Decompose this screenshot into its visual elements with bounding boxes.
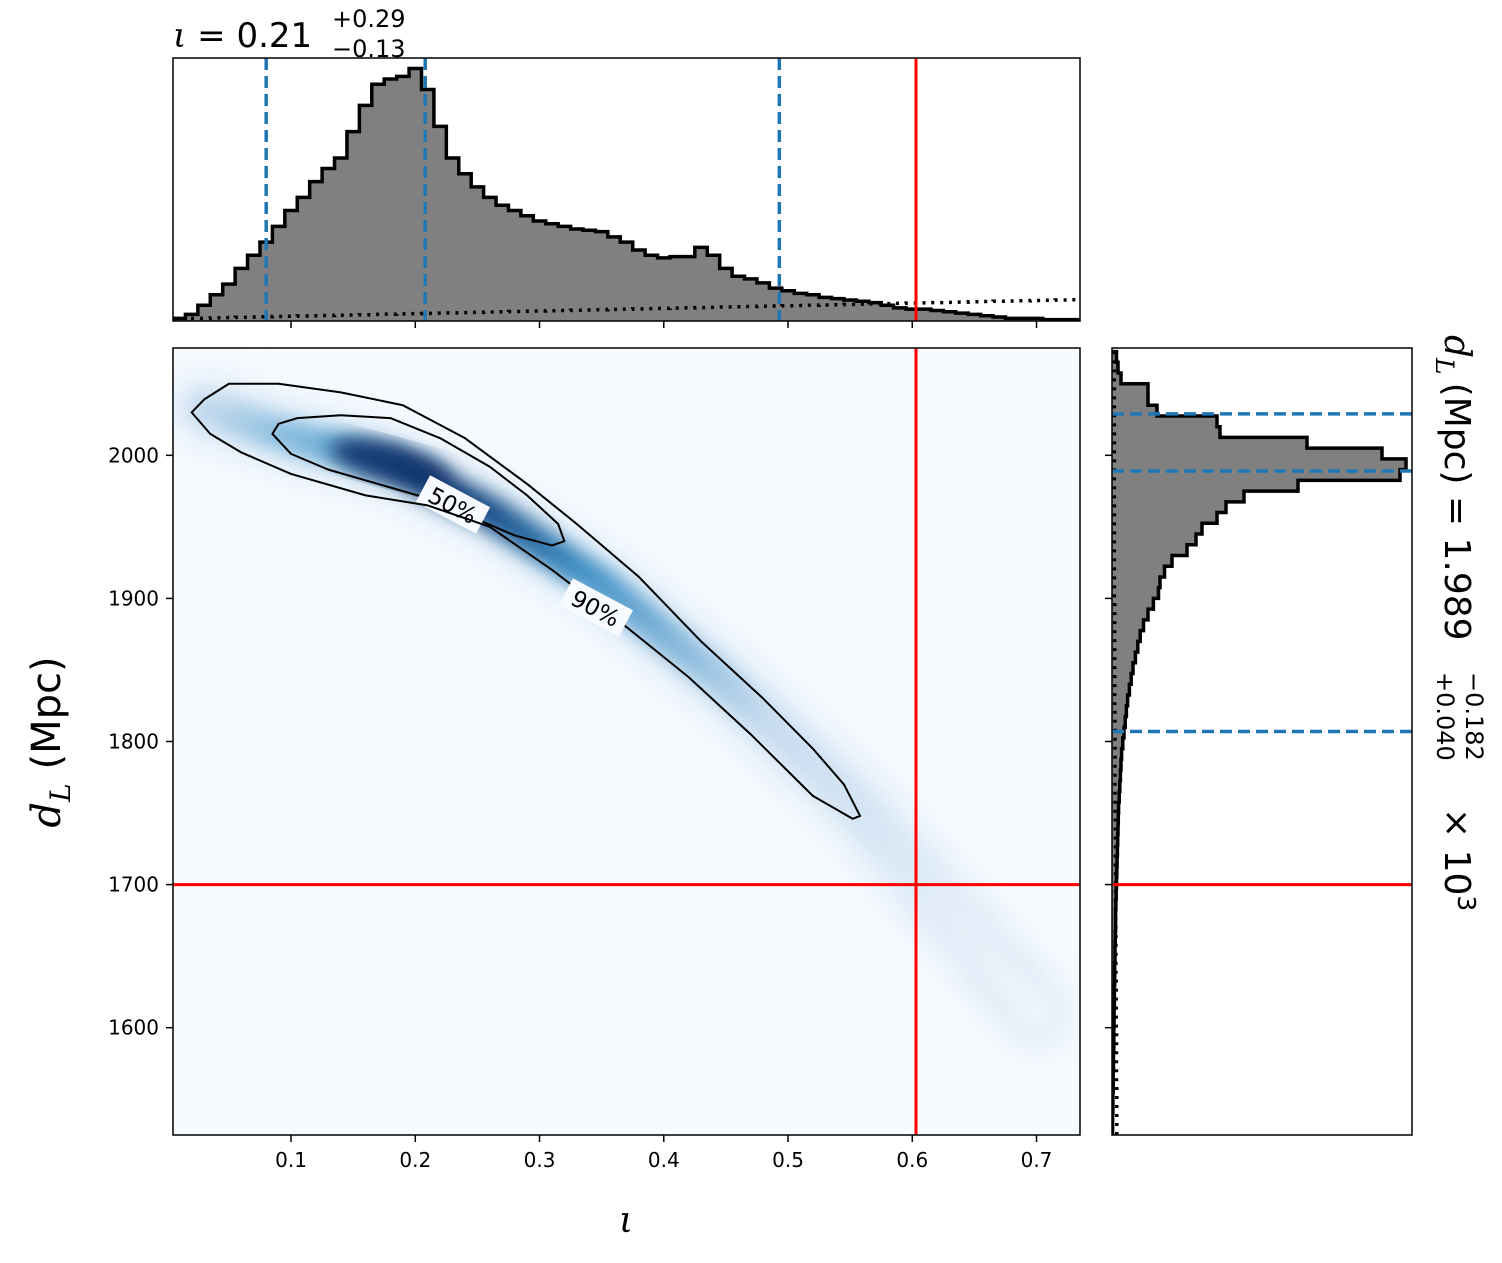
- contour-label-background: [558, 578, 633, 637]
- joint-x-tick-label: 0.1: [275, 1148, 307, 1172]
- joint-y-tick-label: 1700: [108, 873, 159, 897]
- joint-contours: 50%90%: [190, 382, 862, 820]
- joint-x-tick-label: 0.4: [648, 1148, 680, 1172]
- marginal-iota-title-plus: +0.29: [332, 5, 406, 33]
- marginal-dl-label-suffix: × 103: [1436, 808, 1481, 911]
- joint-panel: 50%90% 0.1 0.2 0.3 0.4 0.5 0.6 0.7 1600 1700 180…: [24, 347, 1081, 1241]
- contour-50-line: [271, 414, 566, 547]
- joint-y-ticks: 1600 1700 1800 1900 2000: [108, 443, 173, 1040]
- joint-x-ticks: 0.1 0.2 0.3 0.4 0.5 0.6 0.7: [275, 1135, 1052, 1172]
- marginal-iota-histogram-outline: [173, 66, 1080, 321]
- marginal-iota-quantile-lines: [264, 58, 782, 321]
- marginal-iota-ticks: [290, 321, 1038, 328]
- joint-y-axis-label: dL(Mpc): [24, 656, 77, 827]
- marginal-iota-title: ι = 0.21: [173, 16, 312, 56]
- marginal-dl-label-minus: −0.182: [1460, 672, 1488, 761]
- marginal-dl-panel: dL(Mpc) = 1.989 +0.040 −0.182 × 103: [1105, 335, 1488, 1136]
- joint-y-tick-label: 1800: [108, 730, 159, 754]
- marginal-dl-ticks: [1105, 454, 1112, 1029]
- joint-density: 50%90%: [173, 348, 1080, 1135]
- contour-90-line: [190, 382, 862, 820]
- joint-x-tick-label: 0.2: [399, 1148, 431, 1172]
- joint-x-tick-label: 0.7: [1021, 1148, 1053, 1172]
- marginal-dl-prior-line: [1112, 351, 1119, 1135]
- marginal-dl-label: dL(Mpc) = 1.989: [1430, 335, 1477, 641]
- marginal-dl-label-plus: +0.040: [1431, 672, 1459, 761]
- marginal-iota-frame: [172, 57, 1081, 322]
- joint-x-tick-label: 0.3: [524, 1148, 556, 1172]
- joint-y-tick-label: 1900: [108, 586, 159, 610]
- joint-x-tick-label: 0.6: [896, 1148, 928, 1172]
- joint-y-tick-label: 1600: [108, 1016, 159, 1040]
- marginal-dl-histogram-outline: [1112, 349, 1408, 1135]
- contour-label-background: [415, 475, 491, 534]
- marginal-iota-histogram-fill: [173, 68, 1080, 321]
- marginal-iota-prior-line: [173, 297, 1080, 321]
- joint-x-tick-label: 0.5: [772, 1148, 804, 1172]
- marginal-dl-quantile-lines: [1112, 412, 1412, 734]
- joint-x-axis-label: ι: [619, 1200, 633, 1241]
- joint-density-peak: [330, 438, 451, 487]
- marginal-iota-panel: ι = 0.21 +0.29 −0.13: [172, 5, 1081, 328]
- marginal-iota-title-minus: −0.13: [332, 35, 406, 63]
- joint-y-tick-label: 2000: [108, 443, 159, 467]
